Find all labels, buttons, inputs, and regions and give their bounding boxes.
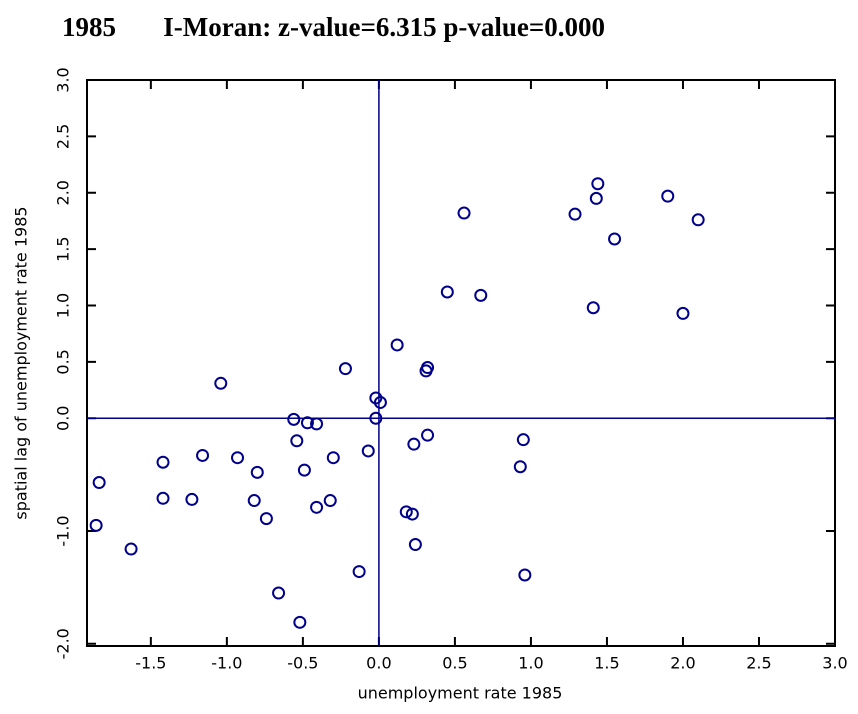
y-tick-label: 0.0 xyxy=(54,406,73,431)
x-tick-label: -0.5 xyxy=(287,654,318,673)
point xyxy=(440,285,454,299)
point xyxy=(92,476,106,490)
point xyxy=(518,568,532,582)
point xyxy=(352,565,366,579)
y-tick-label: 2.5 xyxy=(54,124,73,149)
y-tick-label: 1.5 xyxy=(54,236,73,261)
point xyxy=(185,492,199,506)
point xyxy=(589,191,603,205)
y-tick-label: 3.0 xyxy=(54,67,73,92)
point xyxy=(272,586,286,600)
point xyxy=(300,416,314,430)
x-tick-label: -1.0 xyxy=(211,654,242,673)
point xyxy=(231,451,245,465)
point xyxy=(408,538,422,552)
point xyxy=(89,518,103,532)
point xyxy=(373,395,387,409)
x-tick-label: 3.0 xyxy=(822,654,847,673)
point xyxy=(399,505,413,519)
x-tick-label: 1.0 xyxy=(518,654,543,673)
point xyxy=(259,512,273,526)
point xyxy=(516,433,530,447)
point xyxy=(156,491,170,505)
chart-title: 1985 I-Moran: z-value=6.315 p-value=0.00… xyxy=(62,12,605,42)
point xyxy=(474,288,488,302)
point xyxy=(457,206,471,220)
point xyxy=(419,364,433,378)
y-tick-label: -1.0 xyxy=(54,515,73,546)
point xyxy=(568,207,582,221)
point xyxy=(691,213,705,227)
point xyxy=(513,460,527,474)
point xyxy=(124,542,138,556)
point xyxy=(293,615,307,629)
point xyxy=(214,376,228,390)
plot-frame xyxy=(86,79,836,647)
point xyxy=(326,451,340,465)
y-axis-title: spatial lag of unemployment rate 1985 xyxy=(12,206,31,519)
x-tick-label: -1.5 xyxy=(135,654,166,673)
point xyxy=(608,232,622,246)
point xyxy=(591,177,605,191)
x-tick-label: 2.0 xyxy=(670,654,695,673)
point xyxy=(297,463,311,477)
point xyxy=(421,428,435,442)
point xyxy=(361,444,375,458)
point xyxy=(323,494,337,508)
x-axis-title: unemployment rate 1985 xyxy=(358,684,563,703)
y-tick-label: -2.0 xyxy=(54,628,73,659)
point xyxy=(310,500,324,514)
x-tick-label: 2.5 xyxy=(746,654,771,673)
point xyxy=(196,448,210,462)
y-tick-label: 0.5 xyxy=(54,349,73,374)
point xyxy=(156,455,170,469)
x-tick-label: 0.0 xyxy=(366,654,391,673)
point xyxy=(290,434,304,448)
point xyxy=(586,301,600,315)
point xyxy=(287,412,301,426)
point xyxy=(338,362,352,376)
x-tick-label: 1.5 xyxy=(594,654,619,673)
point xyxy=(405,507,419,521)
point xyxy=(310,417,324,431)
point xyxy=(407,437,421,451)
point xyxy=(676,306,690,320)
y-tick-label: 1.0 xyxy=(54,293,73,318)
point xyxy=(250,465,264,479)
point xyxy=(390,338,404,352)
y-tick-label: 2.0 xyxy=(54,180,73,205)
point xyxy=(661,189,675,203)
x-tick-label: 0.5 xyxy=(442,654,467,673)
point xyxy=(247,494,261,508)
point xyxy=(369,411,383,425)
